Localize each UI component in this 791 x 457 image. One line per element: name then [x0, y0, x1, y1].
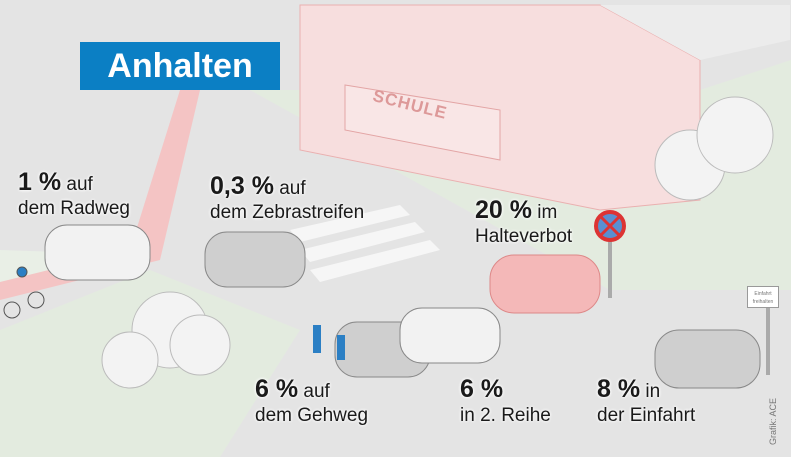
- pedestrians: [313, 325, 345, 360]
- label-radweg: 1 % auf dem Radweg: [18, 168, 130, 220]
- page-title: Anhalten: [80, 42, 280, 90]
- trees: [101, 96, 774, 389]
- car-zweite-reihe: [399, 307, 501, 364]
- label-einfahrt: 8 % in der Einfahrt: [597, 375, 696, 427]
- label-gehweg: 6 % auf dem Gehweg: [255, 375, 369, 427]
- cars: [44, 224, 761, 389]
- car-einfahrt: [654, 329, 761, 389]
- no-stopping-sign: [594, 210, 626, 298]
- car-radweg: [44, 224, 151, 281]
- cyclist: [3, 266, 45, 319]
- label-zebrastreifen: 0,3 % auf dem Zebrastreifen: [210, 172, 365, 224]
- credit: Grafik: ACE: [768, 397, 778, 445]
- car-zebrastreifen: [204, 231, 306, 288]
- label-halteverbot: 20 % im Halteverbot: [475, 196, 573, 248]
- school-building: [299, 4, 790, 211]
- entrance-sign: Einfahrt freihalten: [747, 286, 779, 308]
- crosswalk: [290, 205, 440, 282]
- car-halteverbot: [489, 254, 601, 314]
- label-zweite-reihe: 6 % in 2. Reihe: [460, 375, 551, 427]
